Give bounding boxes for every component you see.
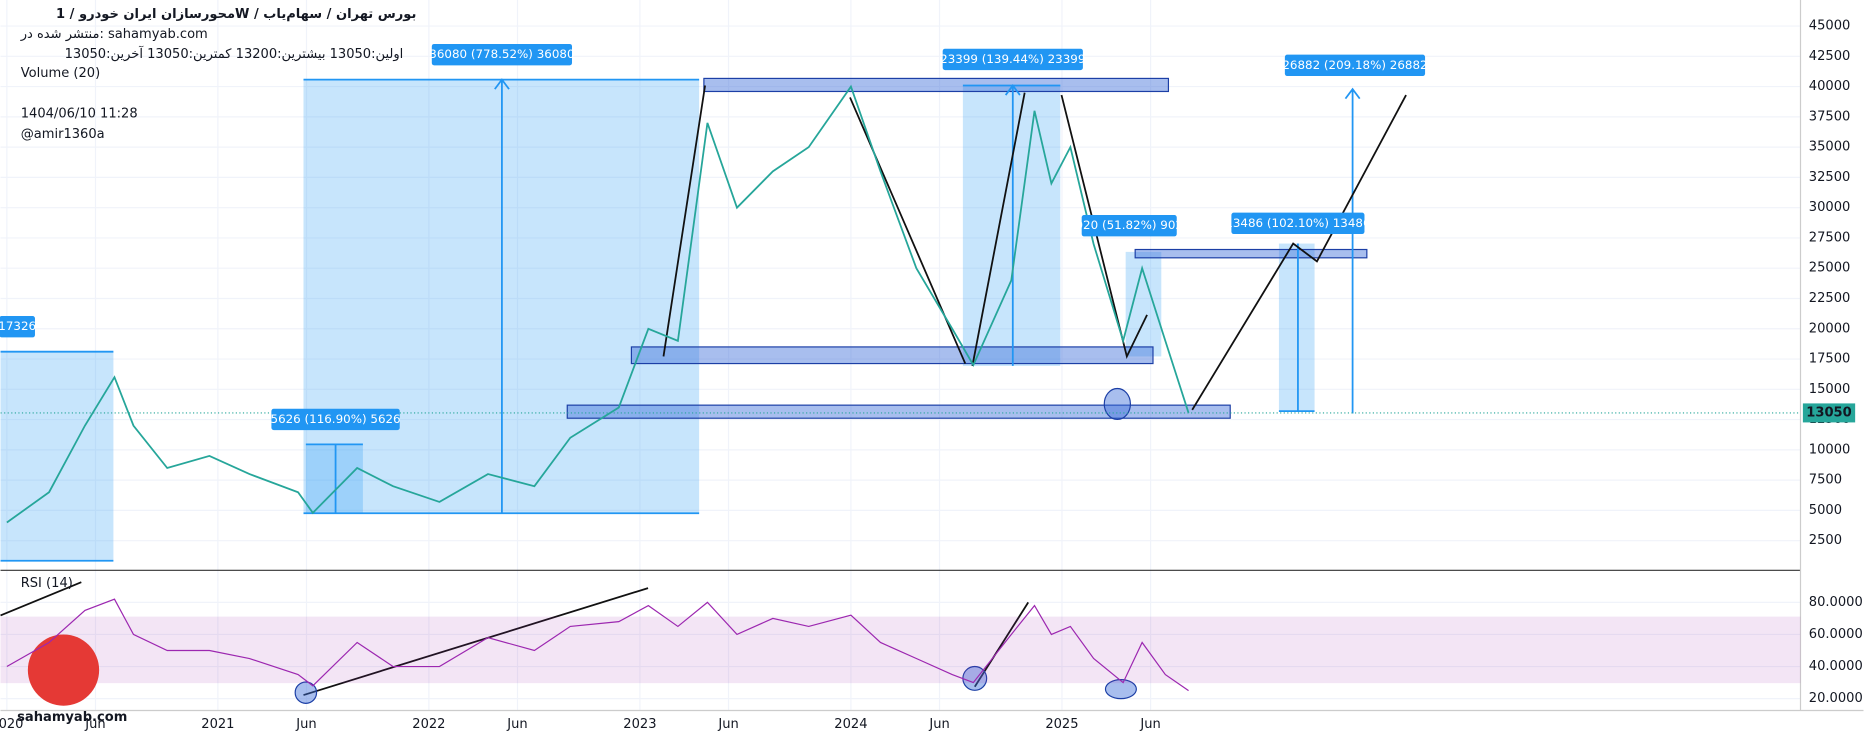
- watermark: sahamyab.com: [17, 710, 127, 725]
- grid: [0, 0, 1801, 711]
- x-tick-label: Jun: [295, 717, 316, 732]
- x-tick-label: 2022: [412, 717, 445, 732]
- annotation: 36080 (778.52%) 36080: [429, 47, 574, 61]
- title: محورسازان ایران خودرو / 1W / بورس تهران …: [56, 7, 416, 22]
- y-tick-label: 15000: [1809, 382, 1851, 397]
- last-price-box: [1802, 403, 1856, 423]
- y-tick-label: 25000: [1809, 261, 1851, 276]
- x-tick-label: 2025: [1045, 717, 1078, 732]
- y-tick-label: 7500: [1809, 473, 1842, 488]
- annotation: 9020 (51.82%) 9020: [1068, 218, 1191, 232]
- y-tick-label: 17500: [1809, 352, 1851, 367]
- annotation-box: [0, 316, 35, 338]
- y-tick-label: 20000: [1809, 321, 1851, 336]
- annotation-box: [271, 408, 400, 431]
- x-tick-label: 2020: [0, 717, 23, 732]
- rsi-label: RSI (14): [21, 576, 73, 591]
- x-tick-label: 2023: [623, 717, 656, 732]
- annotation: 13486 (102.10%) 13486: [1225, 216, 1370, 230]
- ohlc: اولین:13050 بیشترین:13200 کمترین:13050 آ…: [65, 45, 404, 62]
- rsi-line: [6, 598, 1189, 692]
- y-tick-label: 40000: [1809, 79, 1851, 94]
- y-tick-label: 22500: [1809, 291, 1851, 306]
- x-tick-label: Jun: [717, 717, 738, 732]
- zones: [566, 77, 1368, 419]
- author: @amir1360a: [21, 127, 105, 142]
- annotation: 17326: [0, 319, 36, 333]
- x-tick-label: 2021: [201, 717, 234, 732]
- logo: [27, 634, 100, 706]
- rsi-tick-label: 80.0000: [1809, 595, 1863, 610]
- published: منتشر شده در: sahamyab.com: [20, 27, 208, 42]
- y-tick-label: 35000: [1809, 140, 1851, 155]
- rsi-tick-label: 20.0000: [1809, 691, 1863, 706]
- volume-label: Volume (20): [21, 66, 100, 81]
- y-tick-label: 5000: [1809, 503, 1842, 518]
- y-tick-label: 37500: [1809, 109, 1851, 124]
- x-tick-label: Jun: [84, 717, 105, 732]
- last-price-label: 13050: [1806, 405, 1851, 420]
- y-tick-label: 42500: [1809, 49, 1851, 64]
- rsi-tick-label: 60.0000: [1809, 627, 1863, 642]
- measure-lines: [0, 78, 1361, 562]
- y-tick-label: 27500: [1809, 230, 1851, 245]
- x-tick-label: Jun: [1139, 717, 1160, 732]
- annotation-box: [942, 48, 1083, 71]
- annotation-box: [431, 43, 573, 66]
- y-tick-label: 10000: [1809, 442, 1851, 457]
- rsi-band: [0, 616, 1801, 684]
- header: محورسازان ایران خودرو / 1W / بورس تهران …: [20, 7, 417, 591]
- x-tick-label: 2024: [834, 717, 867, 732]
- y-tick-label: 30000: [1809, 200, 1851, 215]
- x-tick-label: Jun: [506, 717, 527, 732]
- annotation: 5626 (116.90%) 5626: [271, 412, 401, 426]
- trend-arrows: [0, 85, 1407, 696]
- annotation-box: [1284, 54, 1426, 77]
- y-tick-label: 2500: [1809, 533, 1842, 548]
- circles: [294, 387, 1137, 704]
- date: 1404/06/10 11:28: [21, 107, 138, 122]
- y-tick-label: 45000: [1809, 19, 1851, 34]
- annotation-box: [1231, 212, 1365, 235]
- annotation: 23399 (139.44%) 23399: [940, 52, 1085, 66]
- x-tick-label: Jun: [928, 717, 949, 732]
- annotation: 26882 (209.18%) 26882: [1282, 58, 1427, 72]
- rsi-tick-label: 40.0000: [1809, 659, 1863, 674]
- price-line: [6, 84, 1190, 524]
- annotation-box: [1081, 215, 1177, 237]
- y-tick-label: 32500: [1809, 170, 1851, 185]
